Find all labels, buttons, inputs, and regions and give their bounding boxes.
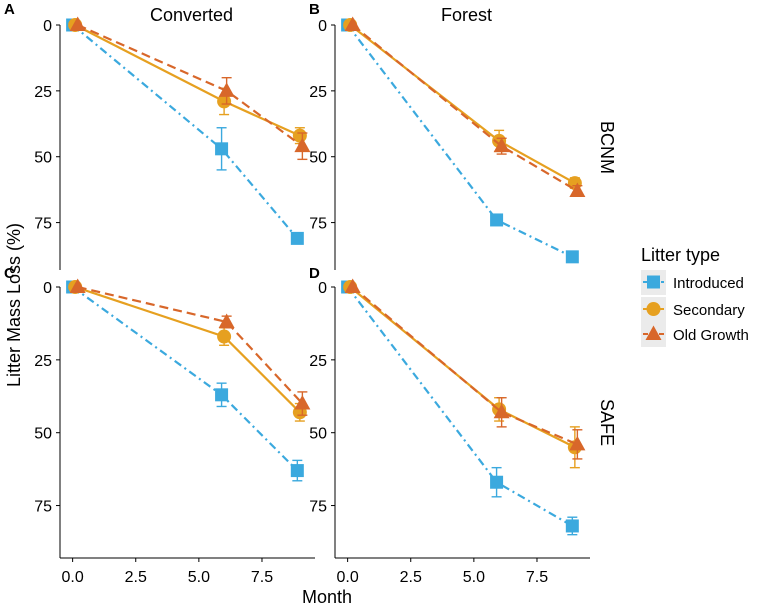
row-title: BCNM — [597, 121, 617, 174]
y-tick-label: 75 — [34, 499, 52, 516]
panel-letter: C — [4, 265, 15, 282]
panel-letter: A — [4, 1, 15, 18]
y-tick-label: 75 — [309, 499, 327, 516]
y-tick-label: 50 — [309, 426, 327, 443]
legend-label: Secondary — [673, 302, 745, 319]
y-tick-label: 25 — [34, 353, 52, 370]
data-point — [344, 16, 361, 31]
panel-a: A 0 25 50 75 Converted — [4, 1, 311, 270]
x-tick-label: 5.0 — [463, 569, 485, 586]
data-point — [294, 395, 311, 410]
data-point — [218, 313, 235, 328]
column-title: Converted — [150, 5, 233, 25]
data-point — [69, 278, 86, 293]
data-point — [490, 213, 504, 227]
y-tick-label: 75 — [34, 216, 52, 233]
data-point — [215, 388, 229, 402]
x-tick-label: 2.5 — [125, 569, 147, 586]
legend-label: Introduced — [673, 275, 744, 292]
data-point — [294, 137, 311, 153]
data-point — [493, 137, 510, 153]
series-old-growth — [69, 278, 311, 416]
data-point — [217, 329, 232, 344]
data-point — [215, 142, 229, 156]
series-introduced — [341, 280, 579, 536]
data-point — [493, 403, 510, 419]
legend-key-marker — [647, 275, 660, 289]
series-line — [71, 24, 299, 240]
data-point — [290, 464, 304, 478]
x-tick-label: 5.0 — [188, 569, 210, 586]
series-old-growth — [344, 278, 586, 460]
x-tick-label: 2.5 — [400, 569, 422, 586]
legend-label: Old Growth — [673, 327, 749, 344]
series-introduced — [341, 18, 579, 264]
x-tick-label: 7.5 — [251, 569, 273, 586]
x-tick-label: 0.0 — [61, 569, 83, 586]
series-line — [351, 24, 578, 192]
column-title: Forest — [441, 5, 492, 25]
series-line — [346, 24, 573, 258]
legend-entry: Introduced — [641, 270, 744, 295]
y-tick-label: 50 — [34, 150, 52, 167]
legend-entry: Old Growth — [641, 322, 749, 347]
y-tick-label: 50 — [309, 150, 327, 167]
panel-letter: D — [309, 265, 320, 282]
panel-b: B0 25 50 75 Forest BCNM — [309, 1, 617, 270]
series-line — [349, 286, 576, 449]
x-axis-title: Month — [302, 587, 352, 607]
legend-key-marker — [645, 325, 662, 340]
data-point — [569, 435, 586, 451]
series-line — [349, 24, 576, 185]
y-tick-label: 50 — [34, 426, 52, 443]
data-point — [69, 16, 86, 31]
y-tick-label: 0 — [318, 280, 327, 297]
x-tick-label: 0.0 — [336, 569, 358, 586]
series-line — [77, 285, 304, 405]
data-point — [217, 94, 232, 109]
legend: Litter type Introduced Secondary Old Growt… — [641, 245, 749, 347]
row-title: SAFE — [597, 399, 617, 446]
data-point — [218, 82, 235, 97]
series-old-growth — [344, 16, 586, 197]
series-line — [351, 286, 578, 446]
data-point — [290, 231, 304, 245]
panel-d: D 0.0 2.5 5.0 7.5 0 25 50 75 SAFE — [309, 265, 617, 586]
series-secondary — [68, 280, 307, 422]
y-tick-label: 25 — [34, 84, 52, 101]
legend-title: Litter type — [641, 245, 720, 265]
y-tick-label: 25 — [309, 353, 327, 370]
y-tick-label: 0 — [318, 18, 327, 35]
data-point — [344, 278, 361, 293]
y-tick-label: 0 — [43, 280, 52, 297]
data-point — [569, 182, 586, 197]
legend-entry: Secondary — [641, 297, 745, 322]
legend-key-marker — [646, 302, 661, 316]
y-tick-label: 0 — [43, 18, 52, 35]
data-point — [565, 250, 579, 264]
series-introduced — [66, 18, 304, 245]
y-tick-label: 25 — [309, 84, 327, 101]
y-tick-label: 75 — [309, 216, 327, 233]
data-point — [292, 128, 307, 143]
series-line — [346, 286, 573, 527]
panel-letter: B — [309, 1, 320, 18]
series-secondary — [343, 18, 582, 191]
y-axis-title: Litter Mass Loss (%) — [4, 223, 24, 387]
series-line — [71, 286, 299, 472]
series-old-growth — [69, 16, 311, 161]
panel-c: C 0.0 2.5 5.0 7.5 0 25 50 75 — [4, 265, 315, 586]
x-tick-label: 7.5 — [526, 569, 548, 586]
series-line — [74, 285, 301, 414]
data-point — [565, 519, 579, 533]
data-point — [490, 475, 504, 489]
